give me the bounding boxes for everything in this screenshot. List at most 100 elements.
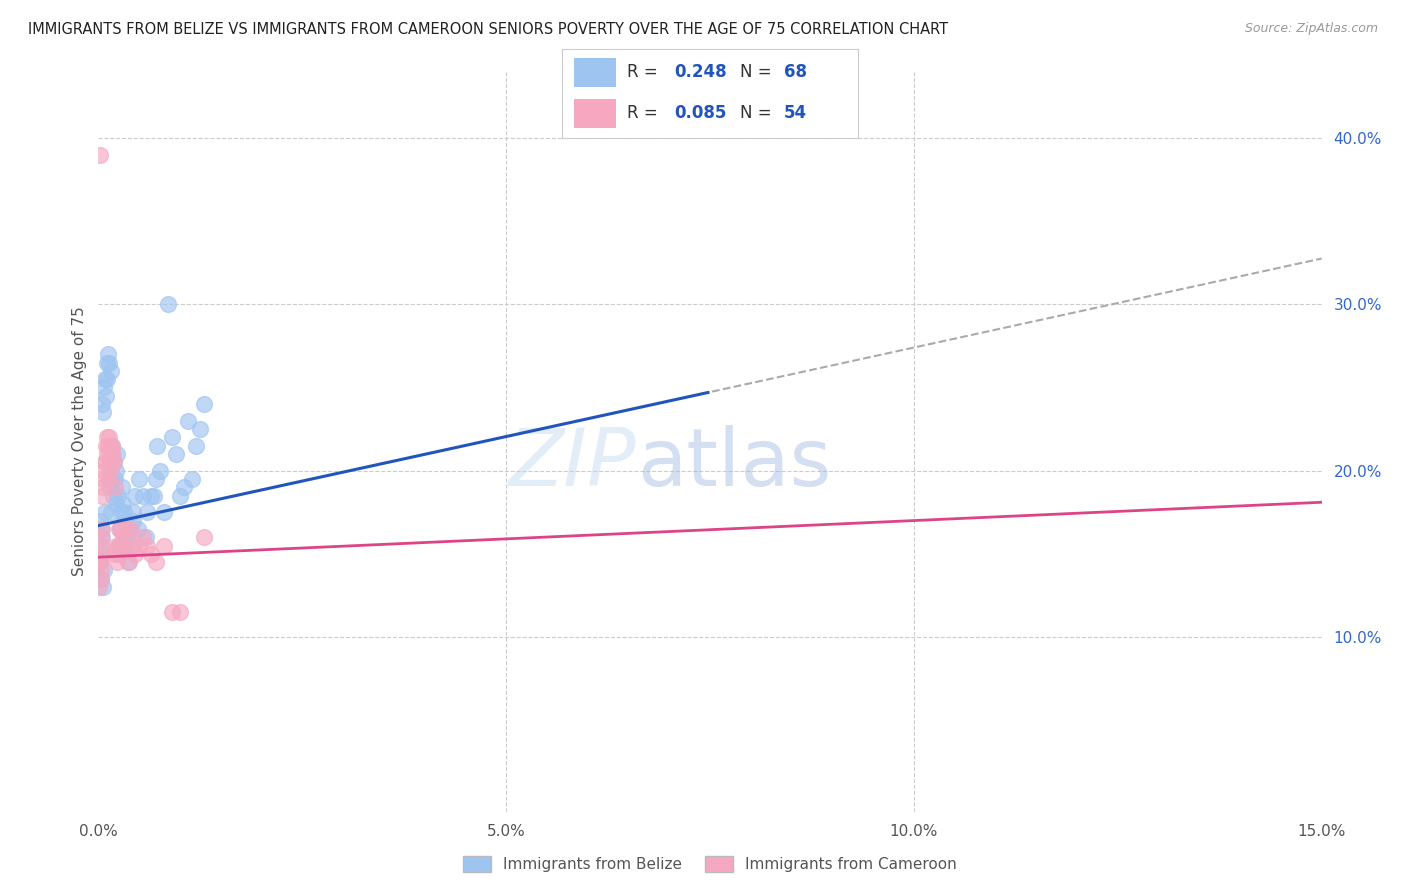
Point <box>108 522 131 536</box>
Point <box>90 547 112 561</box>
Point <box>98 355 121 369</box>
Point <box>98 480 121 494</box>
Legend: Immigrants from Belize, Immigrants from Cameroon: Immigrants from Belize, Immigrants from … <box>457 850 963 878</box>
Point <box>188 422 212 436</box>
Point <box>96 372 118 386</box>
Text: atlas: atlas <box>637 425 831 503</box>
Point <box>105 464 128 478</box>
Point <box>91 472 114 486</box>
Point <box>89 580 111 594</box>
Point <box>94 372 117 386</box>
Point <box>94 439 117 453</box>
Y-axis label: Seniors Poverty Over the Age of 75: Seniors Poverty Over the Age of 75 <box>72 307 87 576</box>
Point <box>160 605 183 619</box>
Point <box>91 489 114 503</box>
Point <box>90 572 112 586</box>
Point <box>101 439 124 453</box>
Point <box>91 480 114 494</box>
Point <box>94 505 117 519</box>
Point <box>89 147 111 161</box>
Point <box>152 539 174 553</box>
Point <box>117 555 139 569</box>
Point <box>128 472 150 486</box>
Point <box>104 497 127 511</box>
Point <box>96 355 118 369</box>
Point <box>100 447 122 461</box>
Point <box>141 489 163 503</box>
Point <box>94 389 117 403</box>
Text: R =: R = <box>627 104 664 122</box>
Point <box>103 455 125 469</box>
Point <box>145 472 167 486</box>
Point <box>97 472 120 486</box>
Point <box>186 439 208 453</box>
Point <box>89 555 111 569</box>
Point <box>100 505 122 519</box>
Point <box>152 505 174 519</box>
Point <box>141 547 163 561</box>
Point <box>89 555 111 569</box>
Point <box>107 489 129 503</box>
Point <box>169 605 191 619</box>
Point <box>135 530 157 544</box>
FancyBboxPatch shape <box>574 99 616 128</box>
Point <box>90 539 112 553</box>
Point <box>118 555 141 569</box>
Point <box>104 472 127 486</box>
Point <box>142 489 165 503</box>
Point <box>91 547 114 561</box>
Point <box>124 489 146 503</box>
Text: 68: 68 <box>785 63 807 81</box>
Point <box>120 522 142 536</box>
Point <box>136 505 159 519</box>
Text: 0.085: 0.085 <box>675 104 727 122</box>
Point <box>156 297 179 311</box>
Point <box>132 530 155 544</box>
Point <box>111 530 134 544</box>
Point <box>89 514 111 528</box>
Point <box>100 472 122 486</box>
Point <box>90 522 112 536</box>
Text: N =: N = <box>740 104 776 122</box>
Point <box>110 539 132 553</box>
Point <box>118 522 141 536</box>
Text: 54: 54 <box>785 104 807 122</box>
Point <box>107 539 129 553</box>
Point <box>173 480 195 494</box>
Point <box>114 539 136 553</box>
Point <box>97 439 120 453</box>
Point <box>160 430 183 444</box>
Point <box>114 539 136 553</box>
Point <box>91 397 114 411</box>
Point <box>111 480 134 494</box>
Point <box>181 472 204 486</box>
Point <box>127 522 149 536</box>
Text: R =: R = <box>627 63 664 81</box>
Text: N =: N = <box>740 63 776 81</box>
Point <box>100 364 122 378</box>
Point <box>145 555 167 569</box>
Point <box>101 439 124 453</box>
Point <box>169 489 191 503</box>
Point <box>108 547 131 561</box>
Point <box>105 539 128 553</box>
Point <box>91 522 114 536</box>
Point <box>177 414 200 428</box>
Point <box>93 564 115 578</box>
Point <box>101 489 124 503</box>
Point <box>93 464 115 478</box>
Point <box>90 572 112 586</box>
Point <box>100 464 122 478</box>
Point <box>96 447 118 461</box>
Point <box>136 539 159 553</box>
Point <box>121 539 143 553</box>
Point <box>111 497 134 511</box>
Point <box>115 530 138 544</box>
Point <box>105 447 128 461</box>
Point <box>90 564 112 578</box>
Point <box>105 555 128 569</box>
Point <box>114 514 136 528</box>
Point <box>98 430 121 444</box>
FancyBboxPatch shape <box>574 58 616 87</box>
Point <box>108 522 131 536</box>
